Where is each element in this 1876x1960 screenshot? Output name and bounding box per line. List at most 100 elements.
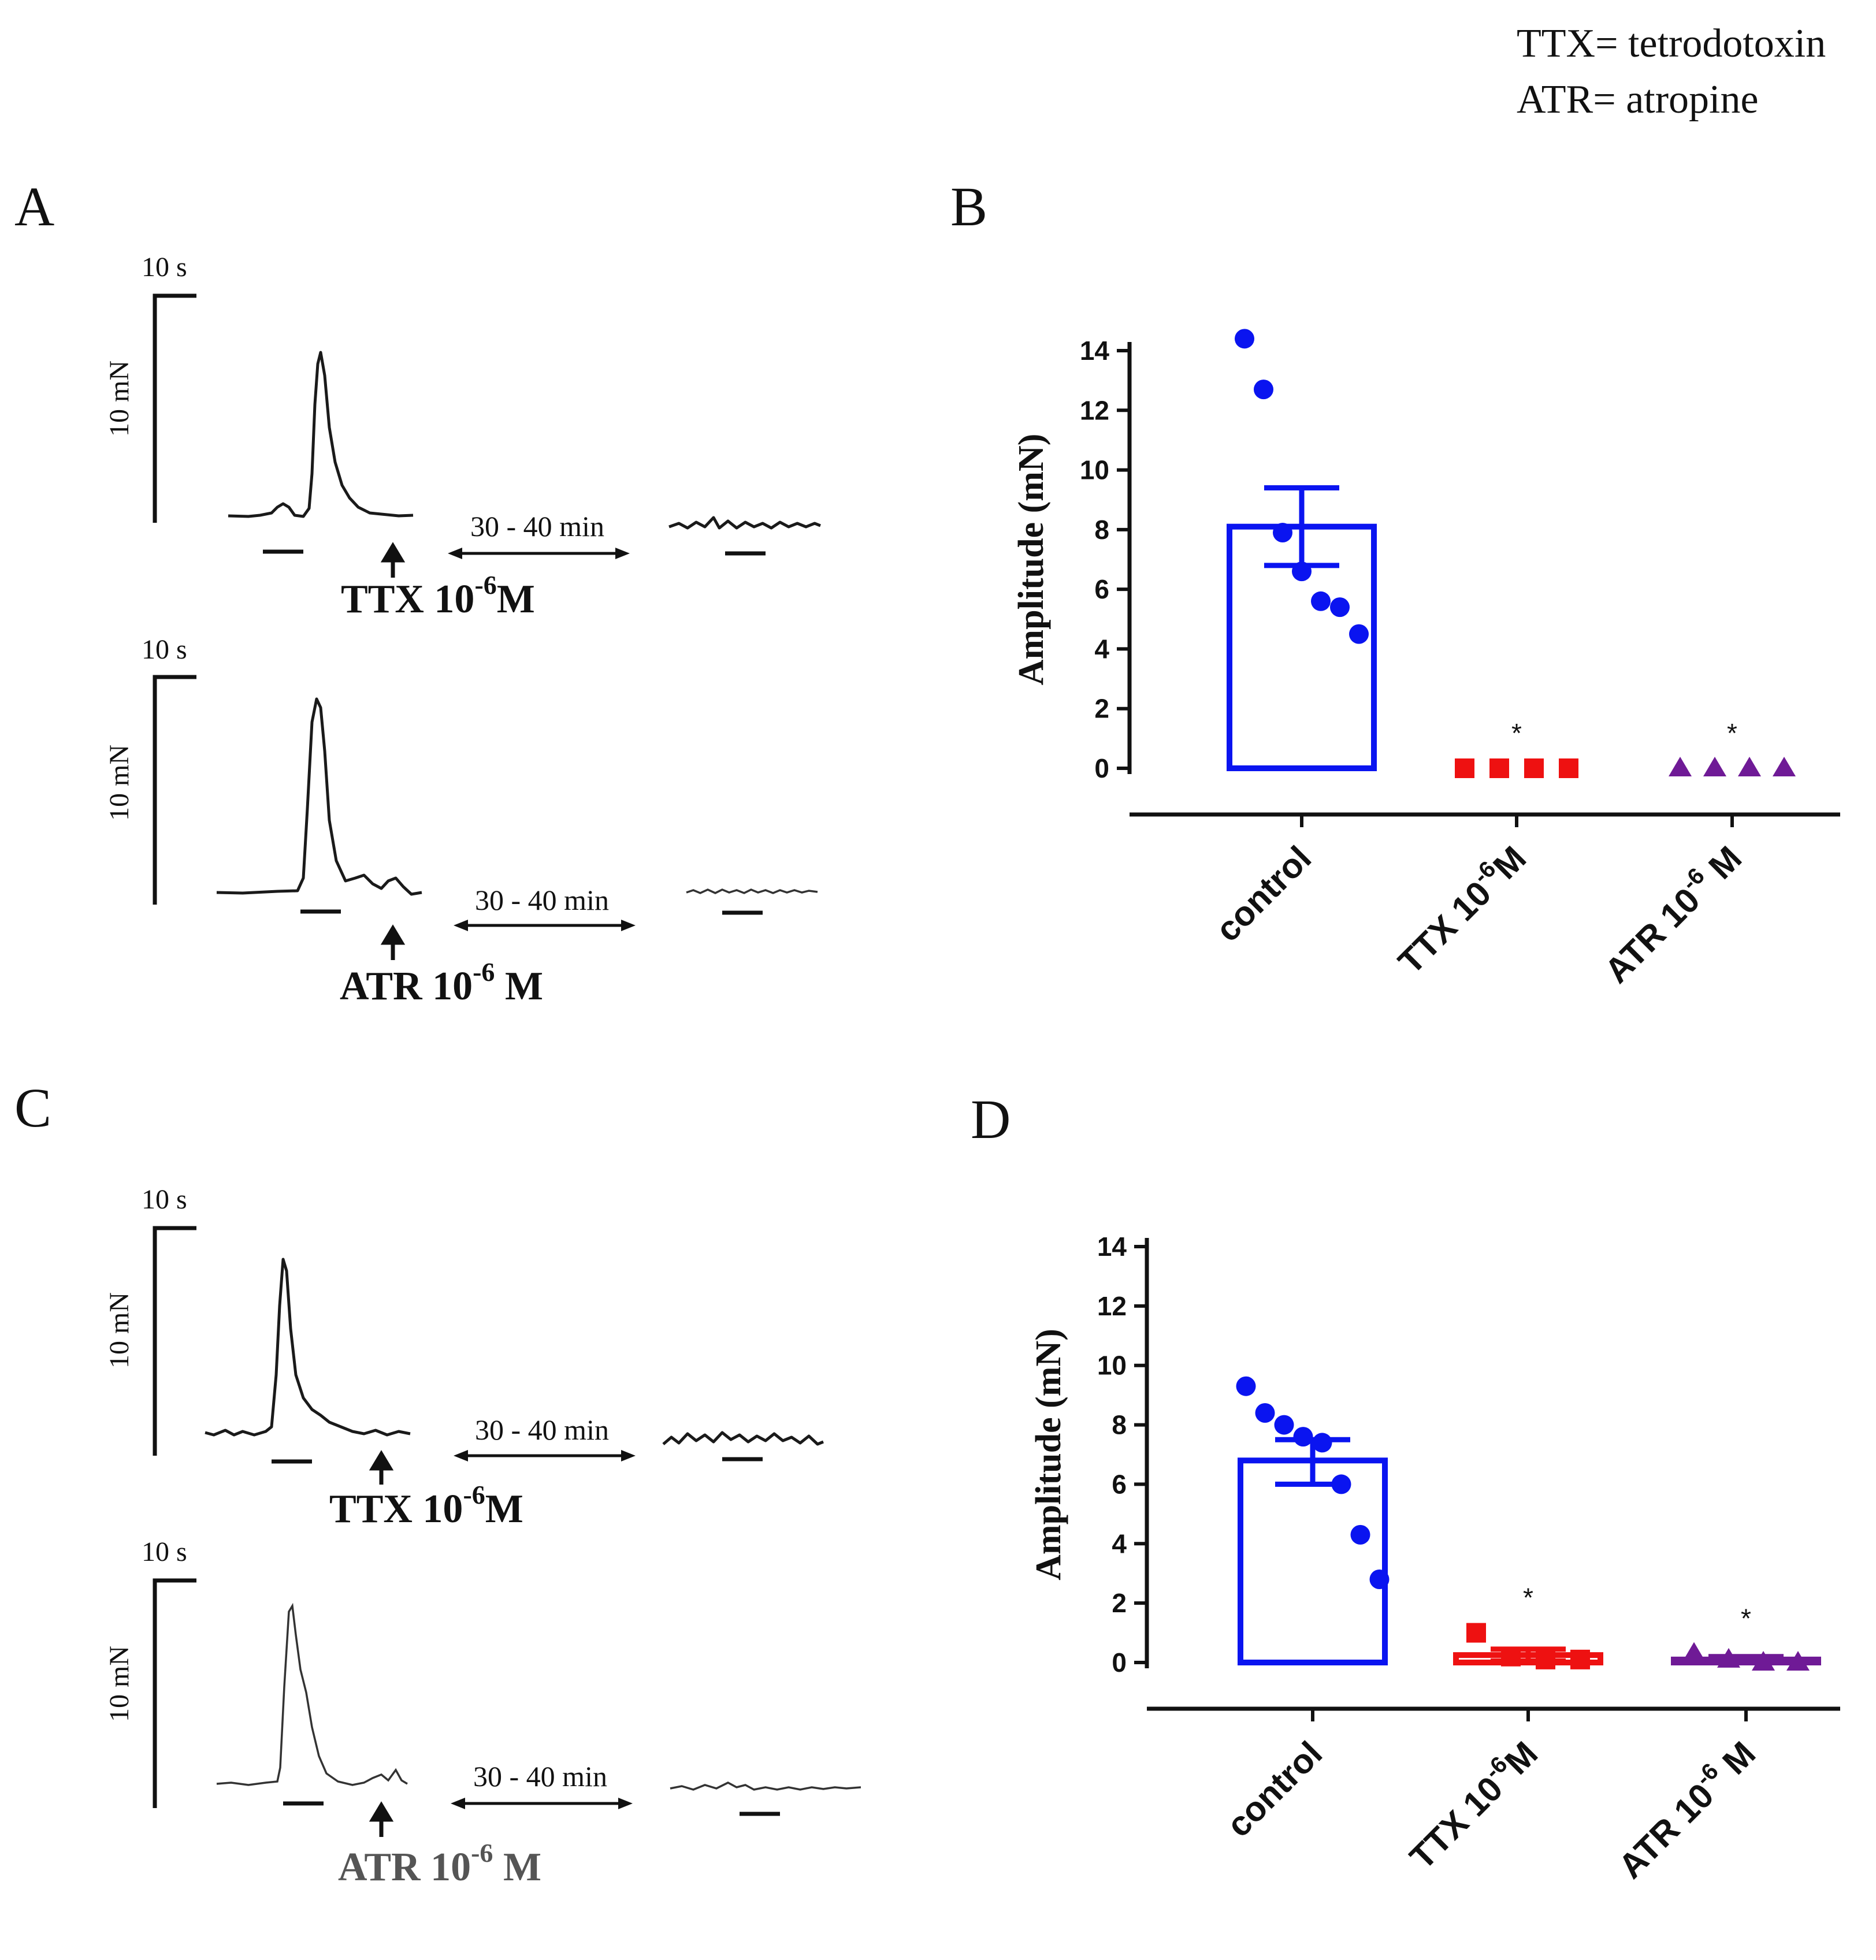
point-atr [1786,1651,1810,1671]
drug-label-unit: M [485,1487,523,1531]
drug-arrow-icon [369,1801,394,1837]
x-category-label-atr: ATR 10-6 M [1608,1731,1763,1886]
scale-bar [153,675,196,905]
chart-d-amplitude: 0 2 4 6 8 10 12 14 Amplitude (mN) control * TTX 10-… [1029,1232,1840,1886]
y-tick-label: 2 [1112,1588,1127,1618]
point-control [1293,1427,1313,1447]
point-control [1331,1474,1351,1494]
post-drug-trace [662,1431,824,1446]
y-tick-label: 14 [1097,1232,1127,1262]
significance-marker-ttx: * [1523,1583,1533,1613]
x-category-name: control [1208,839,1318,949]
post-drug-trace [668,516,821,530]
interval-label: 30 - 40 min [470,510,604,542]
point-atr [1703,757,1726,776]
scale-bar [153,1226,196,1456]
drug-label-unit: M [495,964,543,1009]
scale-time-label: 10 s [142,1184,187,1215]
drug-label-main: ATR 10 [338,1845,471,1890]
panel-a-ttx-recording: 10 s 10 mN TTX 10-6M 30 - 40 min [104,252,821,622]
contraction-trace [216,697,422,896]
point-ttx [1455,758,1474,778]
drug-label-main: TTX 10 [329,1487,463,1531]
drug-label-sup: -6 [474,570,496,600]
panel-letter-b: B [950,176,987,237]
panel-letter-c: C [14,1077,51,1139]
drug-arrow-icon [380,924,406,960]
drug-label-unit: M [493,1845,541,1890]
interval-double-arrow [454,920,636,931]
drug-label-main: ATR 10 [340,964,473,1009]
contraction-trace [216,1602,408,1786]
y-axis-title: Amplitude (mN) [1029,1329,1068,1580]
point-control [1274,1415,1294,1435]
panel-c-ttx-recording: 10 s 10 mN TTX 10-6M 30 - 40 min [104,1184,824,1531]
drug-label: TTX 10-6M [329,1480,523,1531]
interval-label: 30 - 40 min [475,1414,609,1446]
point-control [1235,329,1254,349]
interval-label: 30 - 40 min [475,884,609,916]
interval-double-arrow [454,1450,636,1461]
scale-force-label: 10 mN [104,1292,135,1368]
point-ttx [1466,1623,1486,1643]
scale-time-label: 10 s [142,634,187,665]
chart-b-amplitude: 0 2 4 6 8 10 12 14 Amplitude (mN) control * TTX 10-… [1012,329,1840,991]
y-tick-label: 6 [1094,574,1109,604]
point-ttx [1559,758,1578,778]
point-control [1273,523,1292,543]
x-category-name: control [1219,1734,1329,1844]
y-tick-label: 4 [1094,634,1109,664]
interval-label: 30 - 40 min [473,1760,607,1792]
point-atr [1669,757,1692,776]
legend-ttx: TTX= tetrodotoxin [1517,21,1826,66]
x-category-label-ttx: TTX 10-6M [1399,1731,1545,1877]
legend-atr: ATR= atropine [1517,77,1759,122]
drug-arrow-icon [369,1450,394,1485]
y-tick-label: 0 [1094,753,1109,783]
significance-marker-ttx: * [1511,718,1522,748]
post-drug-trace [670,1782,861,1791]
scale-force-label: 10 mN [104,360,135,437]
drug-label-sup: -6 [463,1480,485,1509]
y-tick-label: 12 [1097,1291,1127,1321]
scale-bar [153,1578,196,1808]
point-atr [1738,757,1761,776]
y-tick-label: 10 [1080,455,1109,485]
point-ttx [1570,1649,1590,1669]
point-control [1369,1570,1390,1589]
x-category-name: ATR 10 [1598,880,1707,990]
y-tick-label: 12 [1080,395,1109,425]
significance-marker-atr: * [1741,1604,1751,1634]
drug-label: ATR 10-6 M [340,957,543,1009]
y-tick-label: 10 [1097,1351,1127,1381]
interval-double-arrow [448,548,630,559]
y-tick-label: 4 [1112,1528,1127,1559]
panel-letter-a: A [14,176,54,237]
point-control [1350,1524,1370,1545]
scale-time-label: 10 s [142,1537,187,1567]
point-atr [1752,1651,1775,1671]
y-tick-label: 8 [1094,515,1109,545]
panel-letter-d: D [971,1088,1011,1150]
drug-label-sup: -6 [471,1838,493,1868]
contraction-trace [228,351,414,518]
point-control [1349,624,1369,644]
x-category-label-atr: ATR 10-6 M [1595,836,1749,991]
point-ttx [1489,758,1509,778]
point-control [1312,1433,1332,1453]
x-category-label-control: control [1208,839,1318,949]
y-axis-title: Amplitude (mN) [1012,434,1051,686]
significance-marker-atr: * [1727,718,1737,748]
x-category-name: TTX 10 [1402,1769,1510,1876]
point-atr [1717,1647,1740,1668]
drug-arrow-icon [380,542,406,578]
y-tick-label: 8 [1112,1410,1127,1440]
y-tick-label: 6 [1112,1469,1127,1499]
point-control [1311,591,1331,611]
point-control [1236,1376,1256,1396]
contraction-trace [205,1258,411,1437]
panel-c-atr-recording: 10 s 10 mN ATR 10-6 M 30 - 40 min [104,1537,861,1890]
y-tick-label: 0 [1112,1647,1127,1678]
point-ttx [1501,1646,1521,1667]
